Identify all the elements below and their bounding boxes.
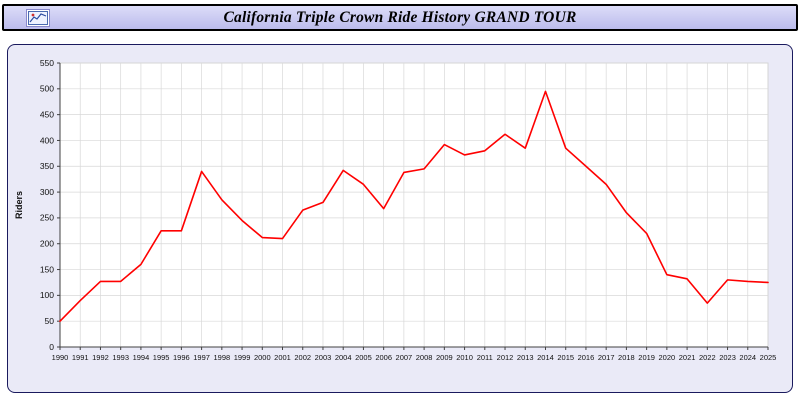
svg-text:2002: 2002 [294,353,311,362]
chart-panel: 0 50 100 150 200 250 300 350 400 450 500 550 1990 199… [7,44,793,393]
svg-text:1994: 1994 [133,353,150,362]
svg-text:200: 200 [40,239,54,249]
svg-text:2005: 2005 [355,353,372,362]
svg-text:2017: 2017 [598,353,615,362]
svg-text:2013: 2013 [517,353,534,362]
svg-text:1990: 1990 [52,353,69,362]
page-title: California Triple Crown Ride History GRA… [223,8,577,26]
svg-text:400: 400 [40,135,54,145]
svg-text:2023: 2023 [719,353,736,362]
svg-text:2019: 2019 [638,353,655,362]
y-axis-labels: 0 50 100 150 200 250 300 350 400 450 500 550 [40,58,60,352]
svg-text:1997: 1997 [193,353,210,362]
svg-text:450: 450 [40,109,54,119]
svg-text:500: 500 [40,84,54,94]
svg-text:2012: 2012 [497,353,514,362]
plot-area [59,62,769,348]
svg-text:1999: 1999 [234,353,251,362]
svg-text:2007: 2007 [396,353,413,362]
svg-text:2004: 2004 [335,353,352,362]
svg-text:2021: 2021 [679,353,696,362]
y-axis-title: Riders [14,191,24,219]
svg-text:100: 100 [40,290,54,300]
gridlines [59,62,769,348]
svg-text:2024: 2024 [739,353,756,362]
svg-text:50: 50 [45,316,55,326]
svg-text:2010: 2010 [456,353,473,362]
svg-text:2025: 2025 [760,353,777,362]
svg-text:1991: 1991 [72,353,89,362]
svg-text:2014: 2014 [537,353,554,362]
riders-line [59,90,769,322]
svg-text:1998: 1998 [213,353,230,362]
svg-text:2001: 2001 [274,353,291,362]
svg-text:2008: 2008 [416,353,433,362]
svg-text:2015: 2015 [557,353,574,362]
svg-text:250: 250 [40,213,54,223]
title-bar: California Triple Crown Ride History GRA… [2,4,798,31]
svg-text:300: 300 [40,187,54,197]
svg-text:2020: 2020 [659,353,676,362]
svg-text:150: 150 [40,264,54,274]
svg-text:0: 0 [49,342,54,352]
svg-text:1995: 1995 [153,353,170,362]
svg-text:2016: 2016 [578,353,595,362]
svg-text:2018: 2018 [618,353,635,362]
svg-text:2009: 2009 [436,353,453,362]
mini-chart-logo-icon [26,9,50,27]
svg-text:2022: 2022 [699,353,716,362]
svg-text:550: 550 [40,58,54,68]
svg-text:2000: 2000 [254,353,271,362]
svg-text:2006: 2006 [375,353,392,362]
svg-text:1996: 1996 [173,353,190,362]
mini-chart-logo-glyph [28,11,48,25]
svg-text:350: 350 [40,161,54,171]
svg-text:1993: 1993 [112,353,129,362]
svg-text:1992: 1992 [92,353,109,362]
axes [59,63,768,348]
x-axis-labels: 1990 1991 1992 1993 1994 1995 1996 1997 1998 1999… [52,347,777,362]
svg-text:2011: 2011 [477,353,493,362]
svg-text:2003: 2003 [315,353,332,362]
